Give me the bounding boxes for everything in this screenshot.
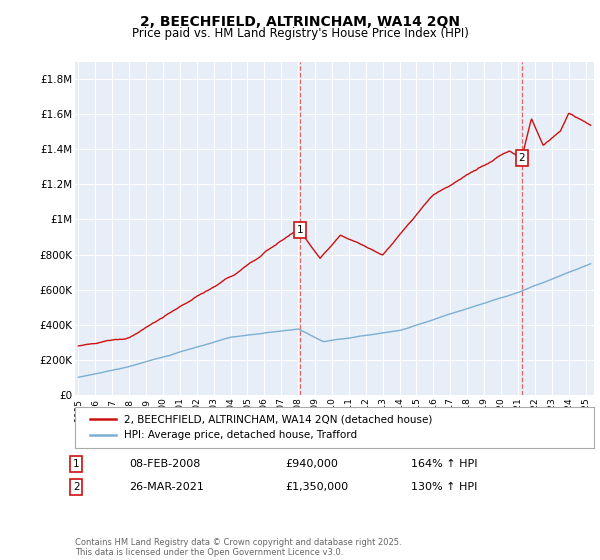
Text: £1,350,000: £1,350,000 bbox=[285, 482, 348, 492]
Text: 1: 1 bbox=[296, 225, 303, 235]
Text: 26-MAR-2021: 26-MAR-2021 bbox=[129, 482, 204, 492]
Text: Price paid vs. HM Land Registry's House Price Index (HPI): Price paid vs. HM Land Registry's House … bbox=[131, 27, 469, 40]
Text: 164% ↑ HPI: 164% ↑ HPI bbox=[411, 459, 478, 469]
Text: 130% ↑ HPI: 130% ↑ HPI bbox=[411, 482, 478, 492]
Text: 2, BEECHFIELD, ALTRINCHAM, WA14 2QN: 2, BEECHFIELD, ALTRINCHAM, WA14 2QN bbox=[140, 15, 460, 29]
Text: 08-FEB-2008: 08-FEB-2008 bbox=[129, 459, 200, 469]
Text: 2: 2 bbox=[73, 482, 80, 492]
Text: Contains HM Land Registry data © Crown copyright and database right 2025.
This d: Contains HM Land Registry data © Crown c… bbox=[75, 538, 401, 557]
Text: £940,000: £940,000 bbox=[285, 459, 338, 469]
Text: 2: 2 bbox=[518, 153, 525, 163]
Legend: 2, BEECHFIELD, ALTRINCHAM, WA14 2QN (detached house), HPI: Average price, detach: 2, BEECHFIELD, ALTRINCHAM, WA14 2QN (det… bbox=[85, 411, 436, 444]
Text: 1: 1 bbox=[73, 459, 80, 469]
